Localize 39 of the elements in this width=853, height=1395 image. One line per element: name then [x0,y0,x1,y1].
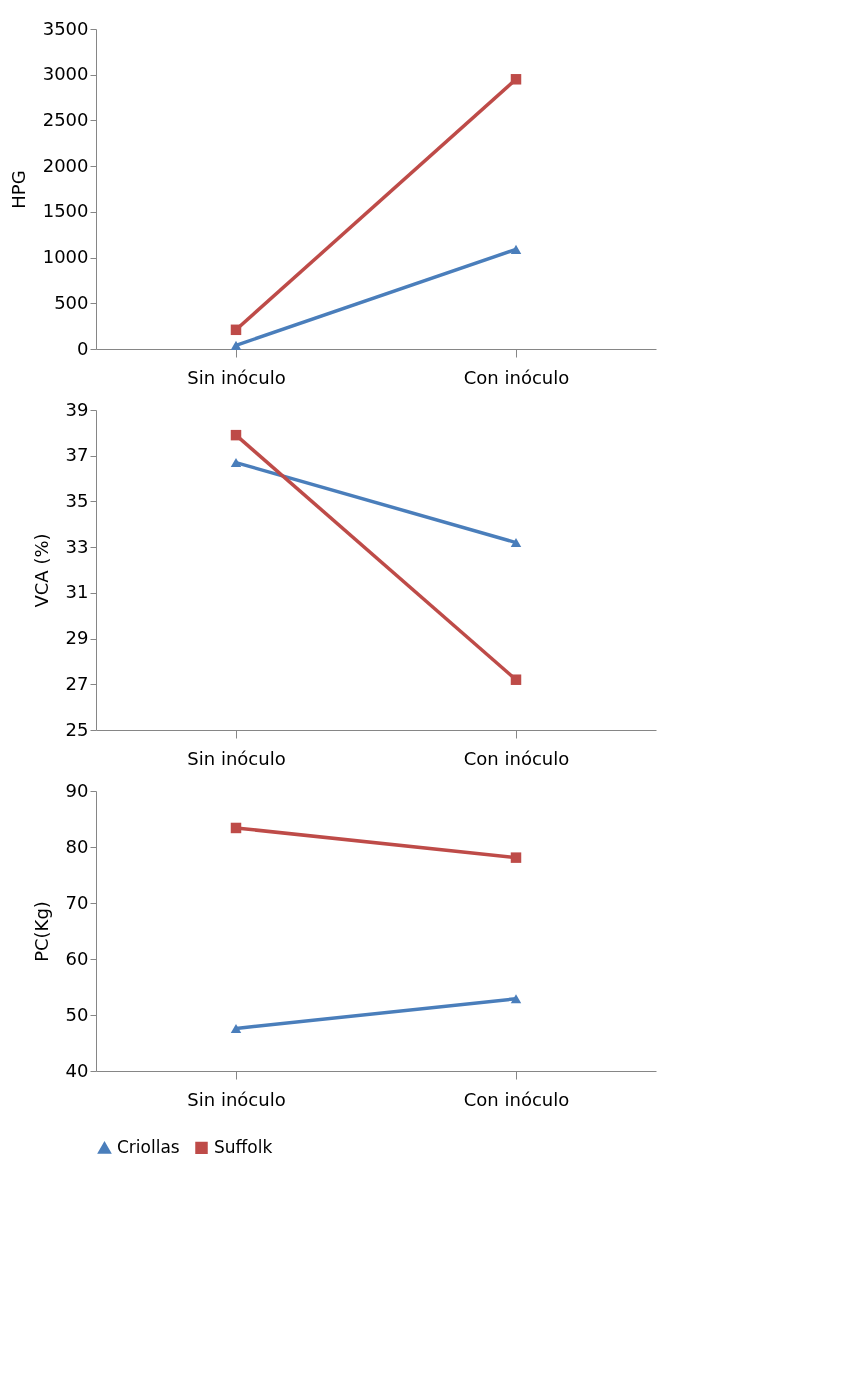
y-axis-title: HPG [7,170,29,209]
x-tick-label: Con inóculo [463,747,570,769]
y-tick-label: 500 [54,291,89,313]
point [510,852,522,863]
y-tick-label: 25 [65,718,89,740]
y-tick-label: 37 [65,444,89,466]
point [230,822,242,834]
point [510,74,522,85]
y-axis-title: VCA (%) [30,533,52,608]
y-tick-label: 60 [65,947,89,969]
x-tick-label: Sin inóculo [187,366,286,388]
y-tick-label: 31 [65,581,89,603]
y-tick-label: 27 [65,672,89,694]
y-tick-label: 1000 [42,246,89,268]
point [510,674,522,685]
y-tick-label: 0 [77,337,89,359]
y-tick-label: 35 [65,489,89,511]
y-tick-label: 39 [65,398,89,420]
y-tick-label: 50 [65,1003,89,1025]
legend-label: Suffolk [214,1136,273,1157]
y-tick-label: 3000 [42,63,89,85]
y-tick-label: 29 [65,627,89,649]
y-axis-title: PC(Kg) [30,901,52,962]
y-tick-label: 2500 [42,108,89,130]
x-tick-label: Sin inóculo [187,747,286,769]
y-tick-label: 70 [65,891,89,913]
x-tick-label: Con inóculo [463,366,570,388]
y-tick-label: 40 [65,1059,89,1081]
x-tick-label: Con inóculo [463,1088,570,1110]
y-tick-label: 2000 [42,154,89,176]
y-tick-label: 3500 [42,17,89,39]
x-tick-label: Sin inóculo [187,1088,286,1110]
y-tick-label: 90 [65,779,89,801]
legend-label: Criollas [117,1137,180,1158]
y-tick-label: 33 [65,535,89,557]
point [230,429,242,441]
y-tick-label: 80 [65,835,89,857]
point [230,324,242,336]
y-tick-label: 1500 [42,200,89,222]
